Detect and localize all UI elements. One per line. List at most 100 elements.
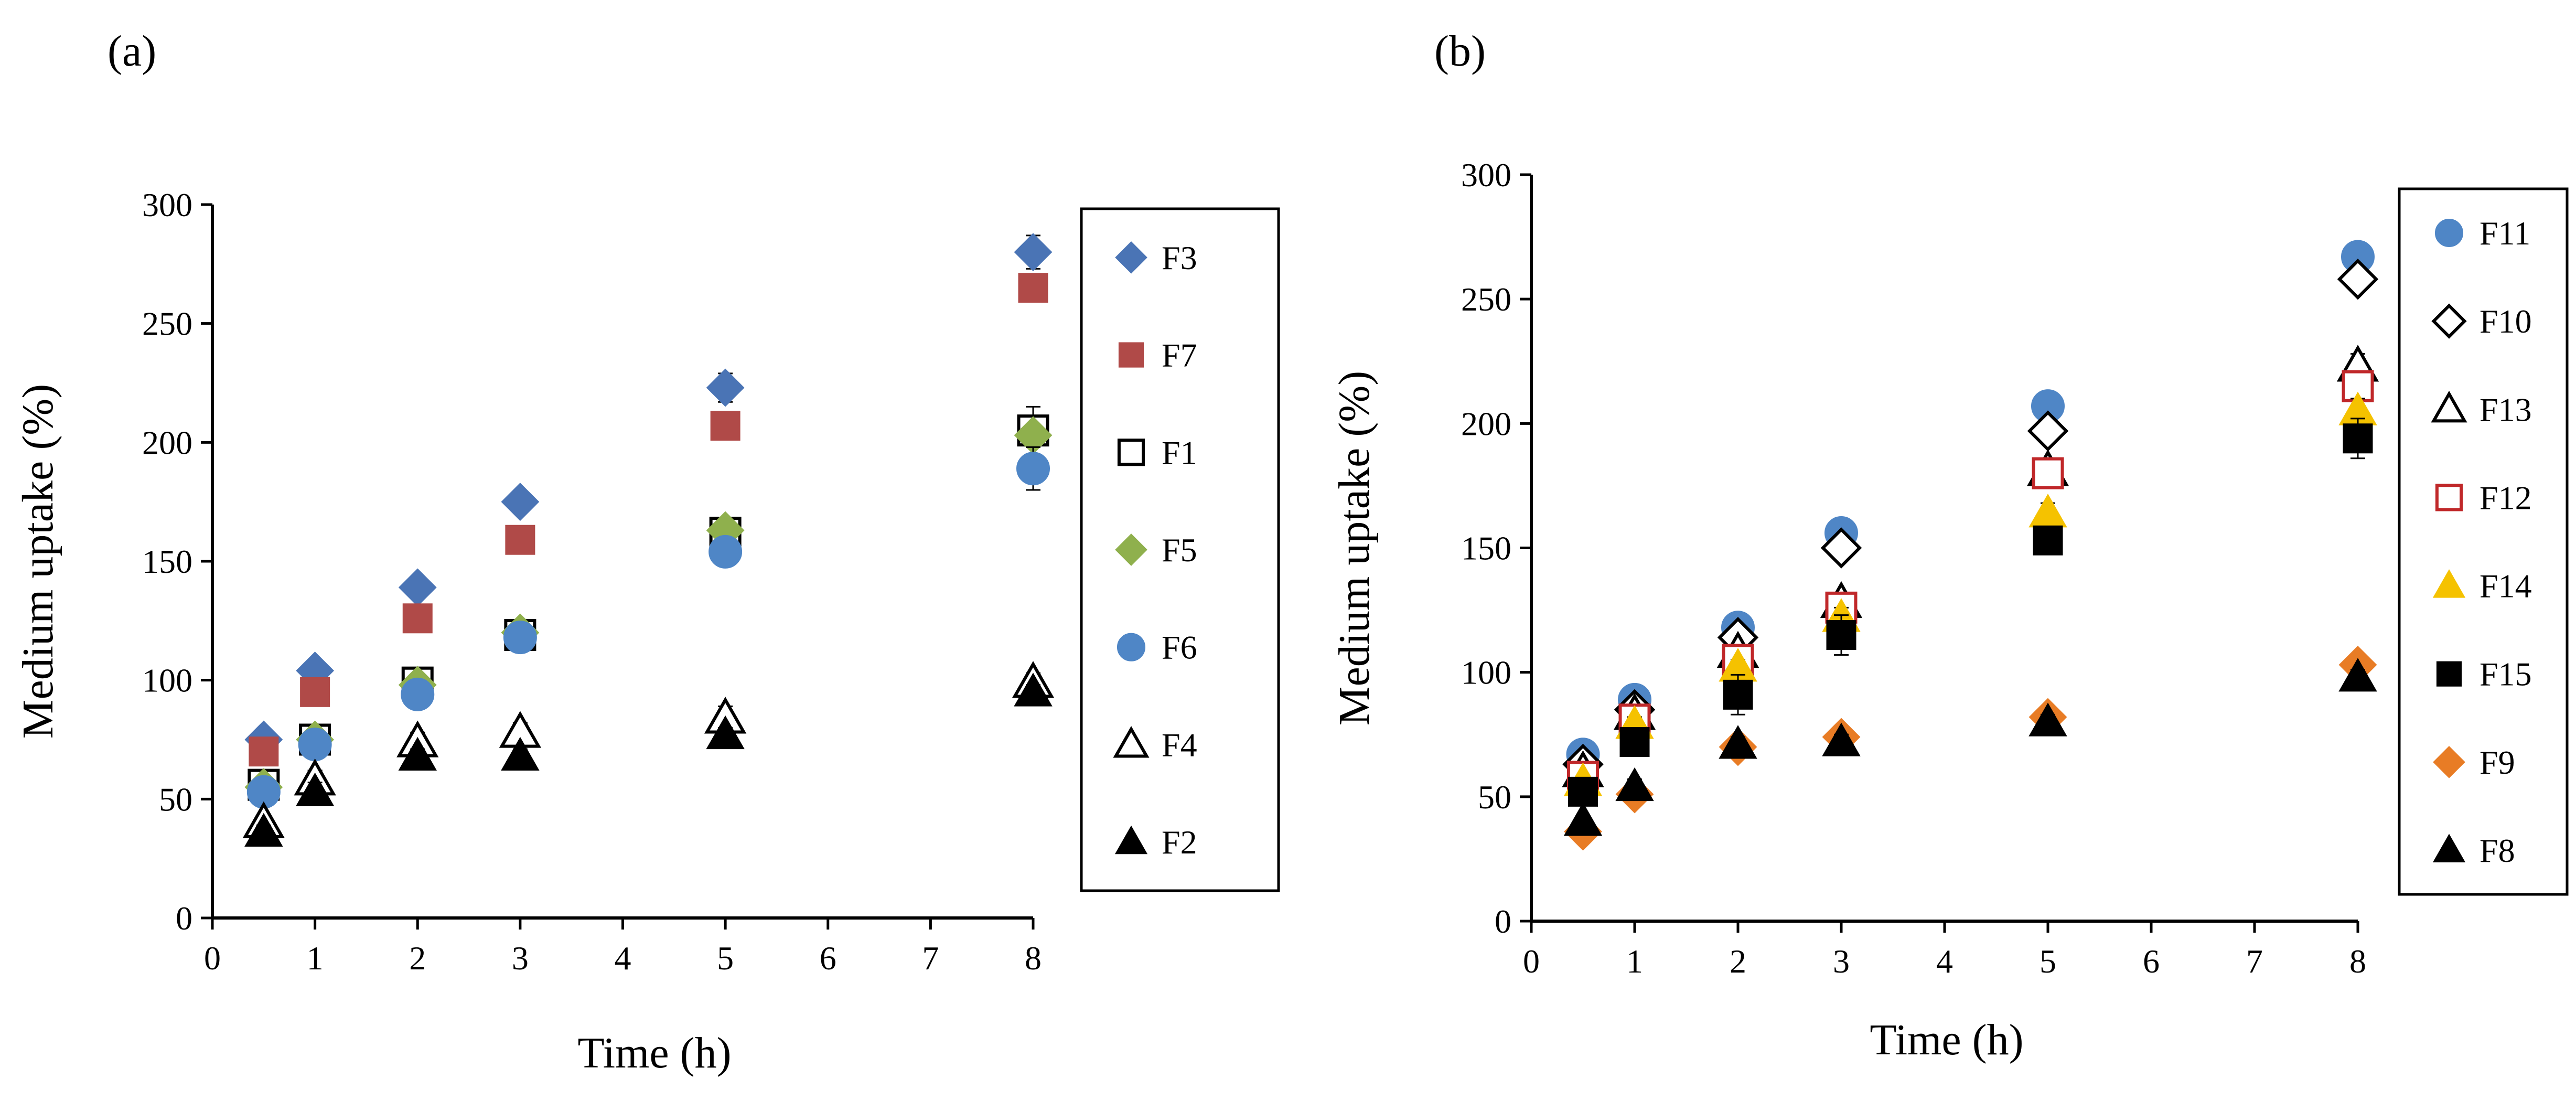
y-tick-label: 150 [142,543,192,580]
data-point-F10 [2337,258,2379,300]
data-point-F2 [398,736,437,771]
data-point-F10 [2027,410,2069,452]
y-tick-label: 300 [142,186,192,223]
series-F9 [1564,646,2377,851]
legend-marker-F2 [1114,825,1148,855]
data-point-F2 [244,813,283,847]
data-point-F8 [2028,702,2067,736]
legend-marker-F12 [2435,484,2463,511]
legend-marker-F14 [2432,569,2466,598]
legend-marker-F5 [1115,533,1147,566]
data-point-F12 [2032,457,2064,489]
data-point-F6 [1016,452,1050,486]
legend-label-F1: F1 [1162,434,1197,471]
legend-label-F12: F12 [2480,479,2532,516]
y-tick-label: 250 [1461,281,1511,318]
series-F2 [244,672,1053,847]
series-F8 [1563,658,2377,836]
data-point-F15 [1826,620,1856,650]
x-tick-label: 7 [922,939,939,977]
y-tick-label: 0 [176,900,192,937]
y-tick-label: 50 [159,781,192,818]
legend-label-F7: F7 [1162,337,1197,374]
legend-label-F3: F3 [1162,239,1197,276]
data-point-F7 [300,677,330,707]
data-point-F14 [2028,494,2067,528]
series-F15 [1568,418,2373,807]
data-point-F15 [1619,727,1650,757]
x-axis-label: Time (h) [577,1029,731,1077]
x-tick-label: 5 [2040,943,2056,980]
legend-label-F8: F8 [2480,832,2515,869]
data-point-F3 [398,568,437,607]
series-F14 [1563,391,2377,796]
legend-label-F4: F4 [1162,726,1197,763]
data-point-F6 [503,621,537,655]
legend-label-F6: F6 [1162,629,1197,666]
data-point-F3 [1014,233,1053,272]
x-tick-label: 6 [2143,943,2160,980]
data-point-F7 [505,525,535,555]
data-point-F2 [295,772,335,806]
x-tick-label: 1 [1626,943,1643,980]
series-F11 [1566,240,2375,772]
y-tick-label: 50 [1478,778,1511,816]
x-tick-label: 1 [307,939,324,977]
data-point-F2 [1014,672,1053,707]
x-tick-label: 6 [820,939,836,977]
legend-marker-F1 [1117,439,1145,466]
legend-marker-F6 [1117,633,1146,661]
x-tick-label: 3 [512,939,529,977]
legend-label-F13: F13 [2480,391,2532,428]
data-point-F8 [1822,722,1861,756]
data-point-F8 [1563,802,1603,836]
data-point-F7 [710,411,740,441]
chart-panel-b: (b) 0 50 100 150 200 250 300 0 1 2 3 4 5 6 7 8 Time (h) Me… [1330,27,2569,1064]
x-tick-label: 4 [1936,943,1953,980]
panel-label: (b) [1434,27,1486,76]
legend-box [2398,187,2569,896]
panel-label: (a) [108,27,156,76]
legend-label-F9: F9 [2480,744,2515,781]
legend-marker-F10 [2431,303,2467,339]
data-point-F7 [1018,273,1048,303]
series-F3 [244,233,1053,759]
legend-label-F5: F5 [1162,531,1197,569]
data-point-F15 [2033,525,2063,556]
data-point-F8 [1615,767,1654,802]
series-F10 [1562,258,2379,785]
y-tick-label: 200 [1461,405,1511,442]
y-tick-label: 100 [142,662,192,699]
series-F5 [244,416,1053,807]
data-point-F2 [501,736,540,771]
chart-panel-a: (a) 0 50 100 150 200 250 300 0 1 2 3 4 5 6 7 8 Time (h) Me… [14,27,1280,1077]
legend-marker-F3 [1115,241,1147,274]
legend-label-F10: F10 [2480,303,2532,340]
y-axis-label: Medium uptake (%) [1330,371,1379,725]
x-tick-label: 3 [1833,943,1850,980]
legend-marker-F11 [2434,219,2464,248]
series-F13 [1562,345,2379,787]
x-tick-label: 2 [409,939,426,977]
series-F6 [246,446,1050,809]
legend-label-F2: F2 [1162,824,1197,861]
data-point-F6 [401,677,435,711]
x-tick-label: 0 [204,939,221,977]
legend-marker-F13 [2431,390,2467,423]
series-F7 [249,273,1048,767]
y-axis-label: Medium uptake (%) [14,384,62,739]
x-tick-label: 4 [615,939,631,977]
data-point-F6 [298,728,332,762]
data-point-F3 [501,483,540,521]
legend-label-F14: F14 [2480,568,2532,605]
legend-marker-F8 [2432,834,2466,862]
y-tick-label: 150 [1461,530,1511,567]
legend-marker-F7 [1118,342,1144,368]
x-tick-label: 8 [2349,943,2366,980]
data-point-F8 [2338,658,2377,692]
series-F1 [248,405,1049,801]
y-tick-label: 100 [1461,654,1511,691]
legend-box [1080,207,1280,892]
